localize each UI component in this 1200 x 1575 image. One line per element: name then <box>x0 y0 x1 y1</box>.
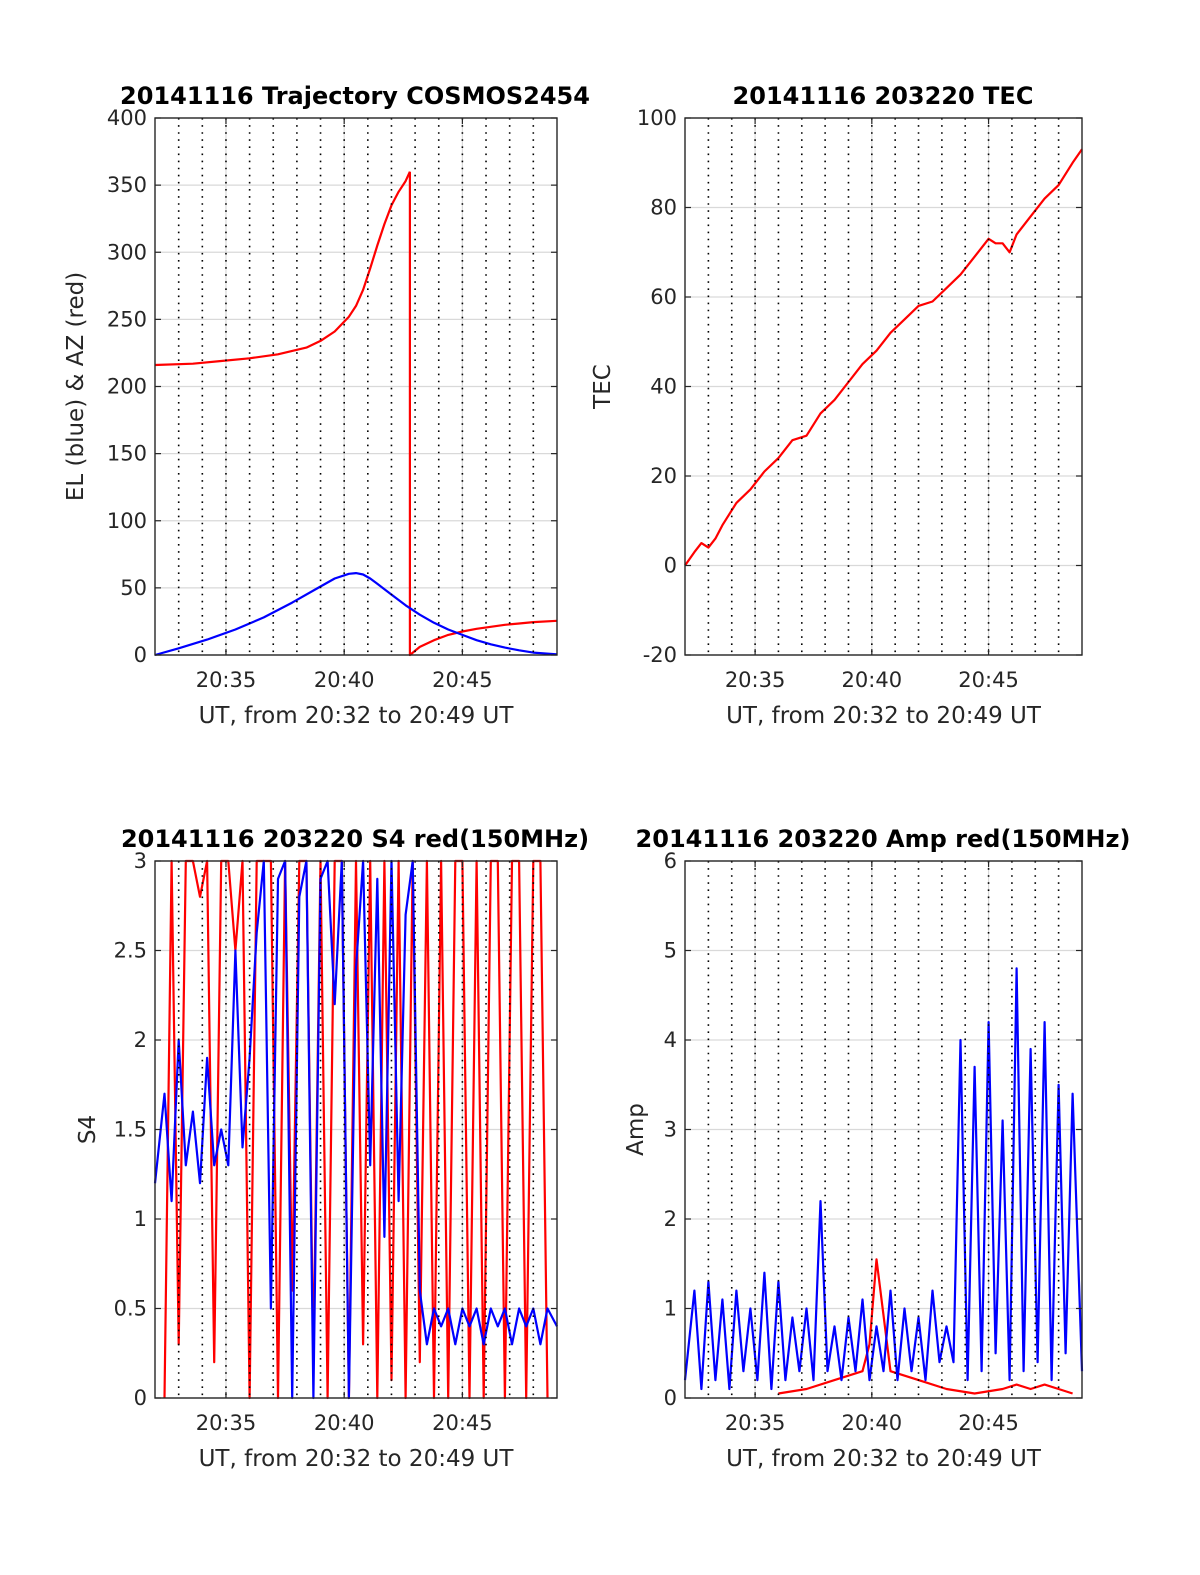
x-tick-label: 20:45 <box>958 668 1019 692</box>
subplot-amp: 0 1 2 3 4 5 6 20:35 20:40 20:45 20141116 203220 Am… <box>623 825 1130 1472</box>
subplot-trajectory: 0 50 100 150 200 250 300 350 400 20:35 20:40 20:45 2… <box>63 82 590 729</box>
x-tick-label: 20:35 <box>196 668 257 692</box>
y-axis-label: Amp <box>623 1103 649 1156</box>
y-tick-label: 1.5 <box>114 1118 147 1142</box>
y-tick-label: 400 <box>107 106 147 130</box>
y-axis-label: TEC <box>590 364 616 410</box>
subplot-tec: -20 0 20 40 60 80 100 20:35 20:40 20:45 20141116 2… <box>590 82 1083 729</box>
y-tick-label: 100 <box>637 106 677 130</box>
y-tick-label: 2 <box>134 1028 147 1052</box>
x-tick-label: 20:40 <box>314 1411 375 1435</box>
subplot-s4: 0 0.5 1 1.5 2 2.5 3 20:35 20:40 20:45 20141116 203… <box>75 825 589 1472</box>
chart-title: 20141116 203220 TEC <box>733 82 1034 110</box>
chart-title: 20141116 Trajectory COSMOS2454 <box>120 82 590 110</box>
x-tick-label: 20:35 <box>725 668 786 692</box>
y-tick-label: 300 <box>107 240 147 264</box>
y-tick-label: 350 <box>107 173 147 197</box>
y-tick-label: 6 <box>664 849 677 873</box>
series-line-red-0 <box>684 148 1083 567</box>
y-tick-label: 1 <box>134 1207 147 1231</box>
x-tick-label: 20:45 <box>958 1411 1019 1435</box>
x-tick-label: 20:45 <box>432 668 493 692</box>
x-axis-label: UT, from 20:32 to 20:49 UT <box>199 703 515 729</box>
series-line-blue-2 <box>154 571 558 657</box>
x-axis-label: UT, from 20:32 to 20:49 UT <box>726 1446 1042 1472</box>
chart-title: 20141116 203220 S4 red(150MHz) <box>121 825 589 853</box>
y-tick-label: 0 <box>664 554 677 578</box>
x-tick-label: 20:40 <box>314 668 375 692</box>
y-axis-label: S4 <box>75 1115 101 1144</box>
y-tick-label: 40 <box>650 375 677 399</box>
y-tick-label: 150 <box>107 442 147 466</box>
x-tick-label: 20:40 <box>842 1411 903 1435</box>
x-axis-label: UT, from 20:32 to 20:49 UT <box>726 703 1042 729</box>
y-tick-label: 1 <box>664 1297 677 1321</box>
x-axis-label: UT, from 20:32 to 20:49 UT <box>199 1446 515 1472</box>
x-tick-label: 20:35 <box>196 1411 257 1435</box>
y-tick-label: 200 <box>107 375 147 399</box>
y-tick-label: 60 <box>650 285 677 309</box>
y-tick-label: 250 <box>107 307 147 331</box>
series-line-red-0 <box>778 1258 1073 1395</box>
y-tick-label: 2.5 <box>114 939 147 963</box>
y-axis-label: EL (blue) & AZ (red) <box>63 272 89 501</box>
x-tick-label: 20:40 <box>842 668 903 692</box>
y-tick-label: 0 <box>134 643 147 667</box>
chart-title: 20141116 203220 Amp red(150MHz) <box>636 825 1131 853</box>
y-tick-label: 3 <box>664 1118 677 1142</box>
x-tick-label: 20:45 <box>432 1411 493 1435</box>
series-line-blue-1 <box>153 859 558 1400</box>
y-tick-label: 0.5 <box>114 1297 147 1321</box>
y-tick-label: 100 <box>107 509 147 533</box>
y-tick-label: 4 <box>664 1028 677 1052</box>
series-line-red-0 <box>154 171 411 367</box>
x-tick-label: 20:35 <box>725 1411 786 1435</box>
y-tick-label: 20 <box>650 464 677 488</box>
y-tick-label: 50 <box>120 576 147 600</box>
series-line-blue-1 <box>683 967 1084 1391</box>
series-line-red-1 <box>408 171 558 657</box>
y-tick-label: 5 <box>664 939 677 963</box>
y-tick-label: 0 <box>664 1386 677 1410</box>
y-tick-label: 80 <box>650 196 677 220</box>
y-tick-label: 2 <box>664 1207 677 1231</box>
y-tick-label: -20 <box>643 643 677 667</box>
y-tick-label: 0 <box>134 1386 147 1410</box>
y-tick-label: 3 <box>134 849 147 873</box>
